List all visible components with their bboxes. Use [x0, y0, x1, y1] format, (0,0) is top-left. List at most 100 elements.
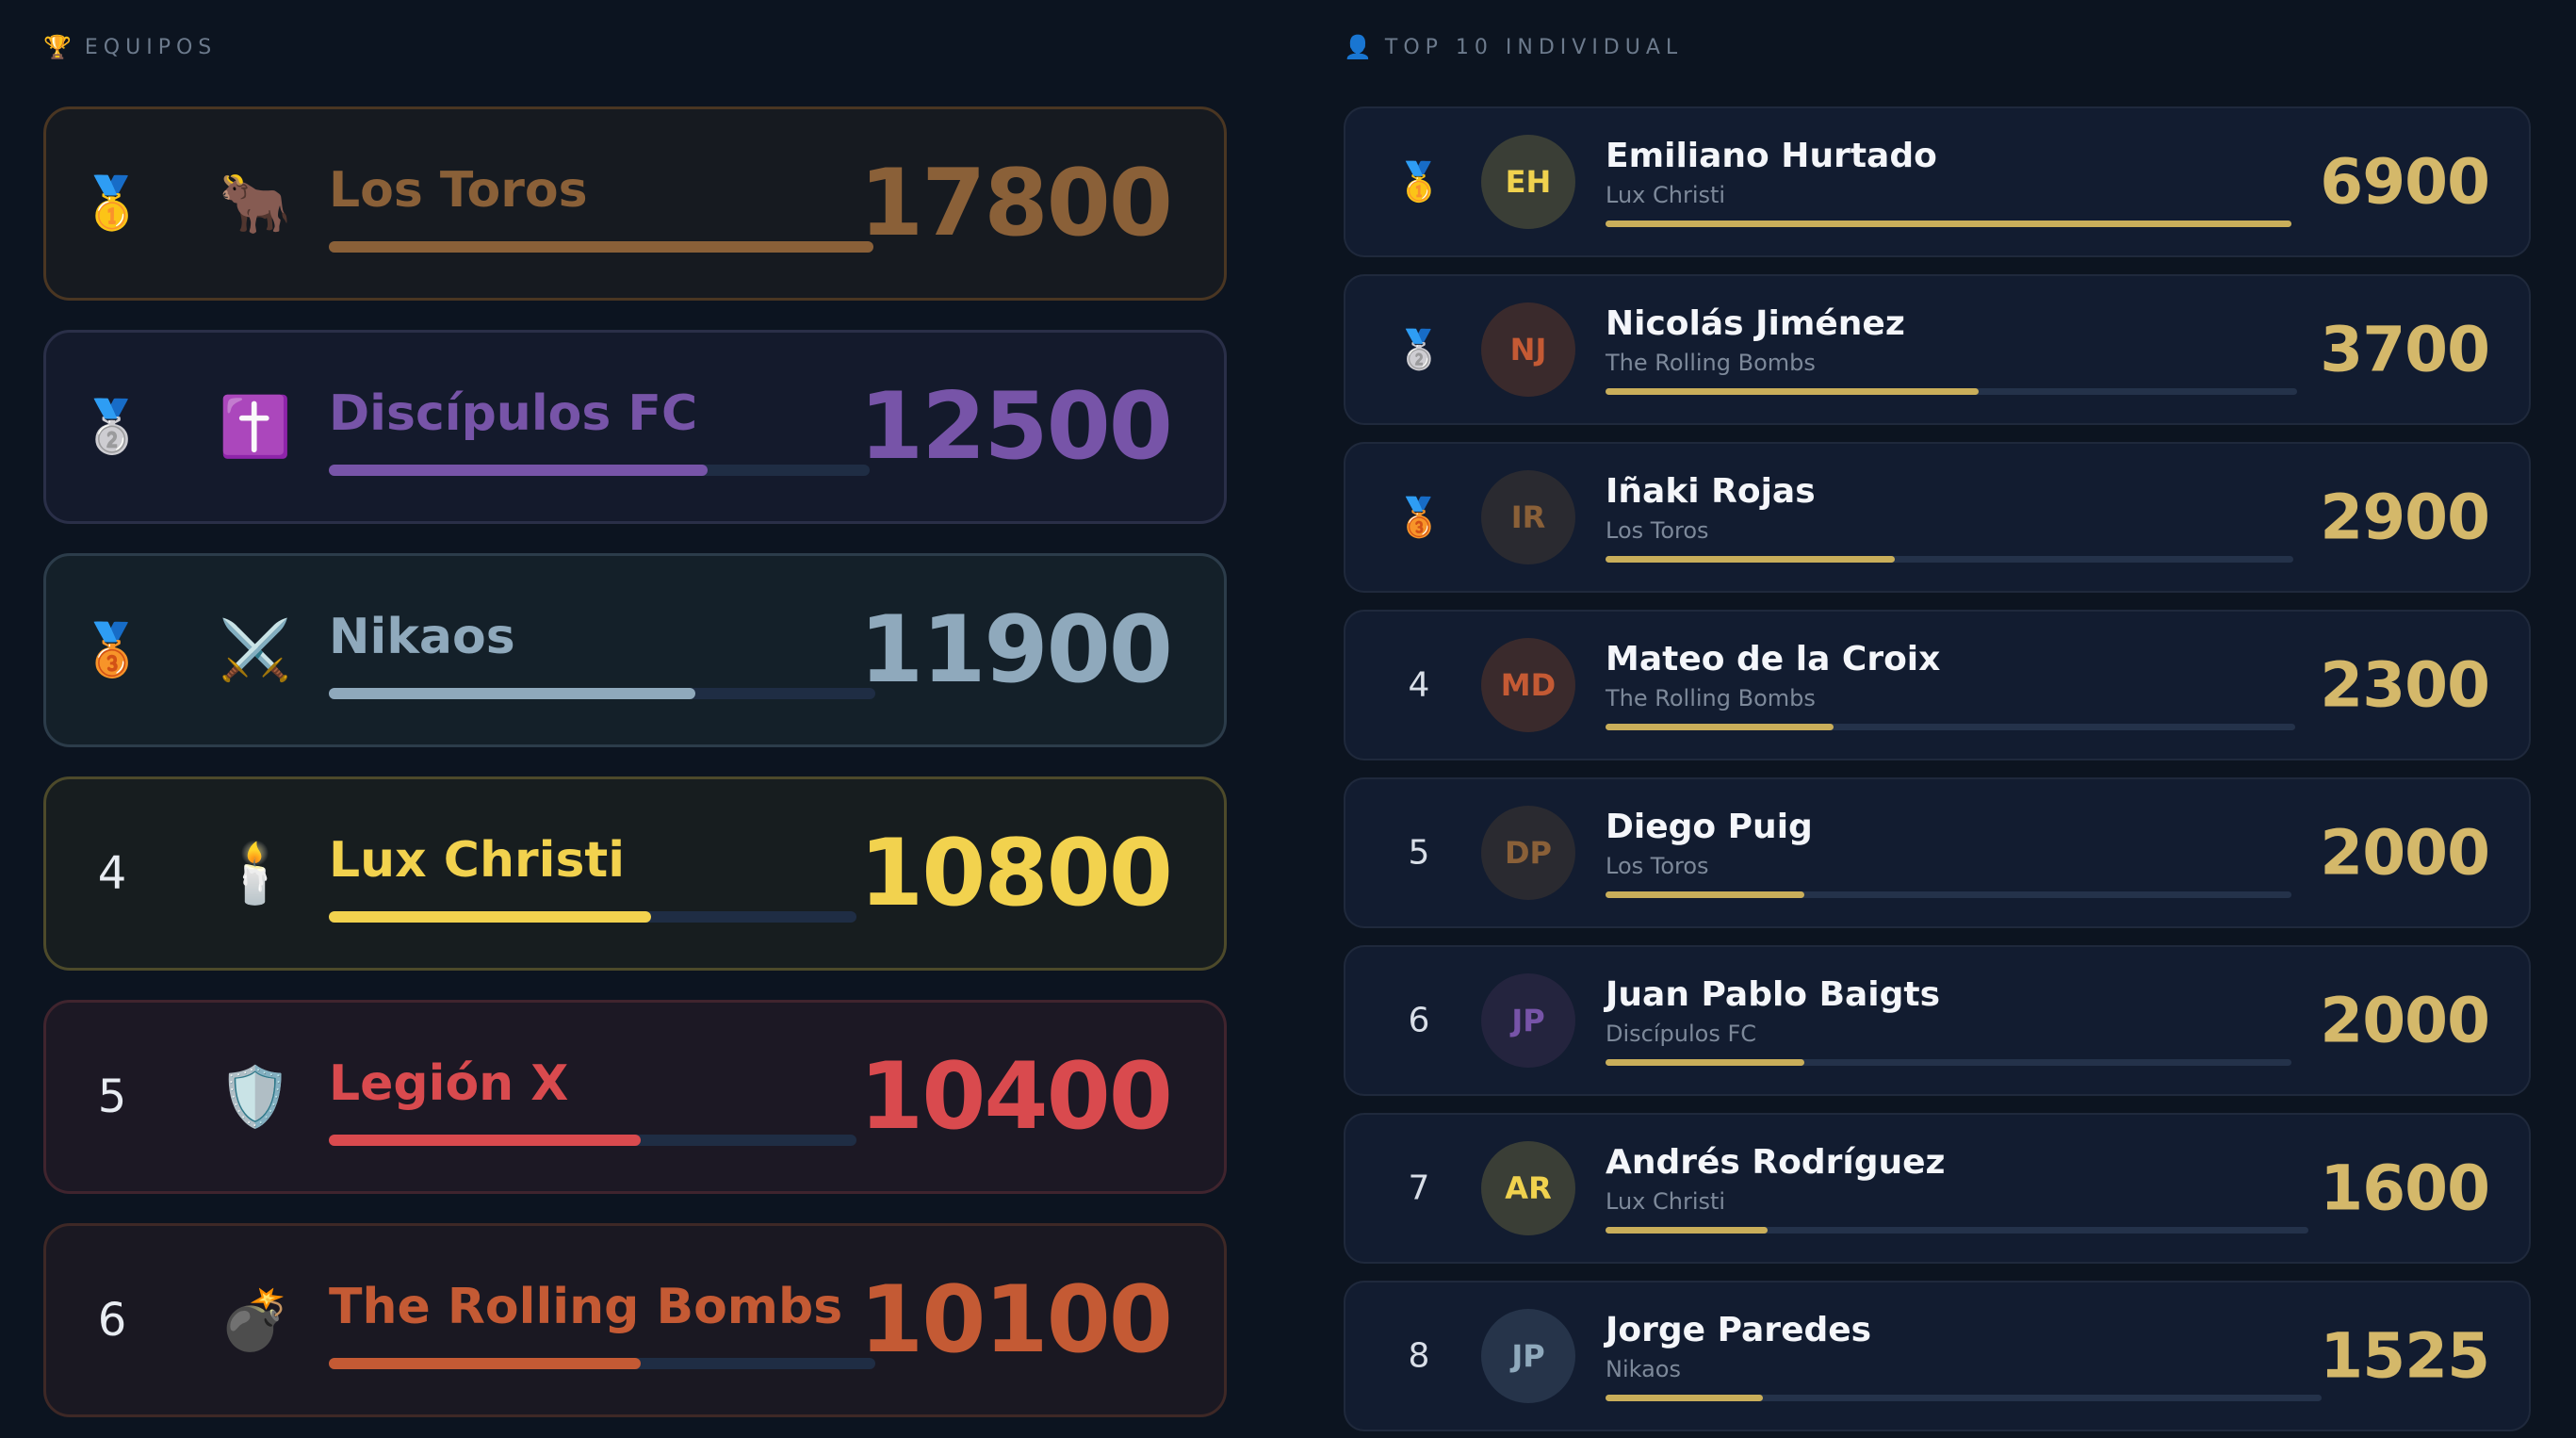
silver-medal-icon: 🥈 — [80, 397, 144, 456]
team-progress-fill — [329, 911, 651, 923]
player-progress-fill — [1606, 388, 1980, 395]
team-progress-bar — [329, 241, 873, 253]
team-name: Legión X — [329, 1055, 569, 1112]
player-progress-bar — [1606, 388, 2297, 395]
team-progress-fill — [329, 1358, 641, 1369]
team-progress-fill — [329, 465, 708, 476]
team-progress-bar — [329, 465, 871, 476]
player-score: 1600 — [2320, 1152, 2490, 1225]
silver-medal-icon: 🥈 — [1395, 328, 1443, 372]
team-card[interactable]: 4 🕯️ Lux Christi 10800 — [43, 776, 1227, 971]
shield-icon: 🛡️ — [219, 1062, 292, 1131]
gold-medal-icon: 🥇 — [80, 173, 144, 233]
bomb-icon: 💣 — [219, 1285, 292, 1354]
team-progress-bar — [329, 1135, 857, 1146]
team-rank: 5 — [97, 1070, 127, 1123]
player-card[interactable]: 🥇 EH Emiliano Hurtado Lux Christi 6900 — [1344, 106, 2531, 257]
team-rank: 6 — [97, 1294, 127, 1347]
team-progress-bar — [329, 911, 857, 923]
player-score: 6900 — [2320, 145, 2490, 219]
team-list: 🥇 🐂 Los Toros 17800 🥈 ✝️ Discípulos FC 12500 🥉 ⚔️… — [43, 106, 1231, 1438]
player-name: Mateo de la Croix — [1606, 640, 1941, 678]
player-team-name: Nikaos — [1606, 1356, 1681, 1382]
player-card[interactable]: 🥉 IR Iñaki Rojas Los Toros 2900 — [1344, 442, 2531, 593]
teams-section-header: 🏆 EQUIPOS — [43, 32, 217, 62]
team-progress-bar — [329, 1358, 875, 1369]
player-team-name: Los Toros — [1606, 517, 1709, 544]
player-score: 3700 — [2320, 313, 2490, 386]
player-team-name: Los Toros — [1606, 853, 1709, 879]
team-name: The Rolling Bombs — [329, 1279, 843, 1335]
player-list: 🥇 EH Emiliano Hurtado Lux Christi 6900 🥈 NJ Nic… — [1344, 106, 2531, 1438]
player-card[interactable]: 🥈 NJ Nicolás Jiménez The Rolling Bombs 3700 — [1344, 274, 2531, 425]
player-progress-fill — [1606, 1395, 1764, 1401]
team-progress-fill — [329, 241, 873, 253]
team-score: 10800 — [859, 820, 1173, 927]
player-card[interactable]: 4 MD Mateo de la Croix The Rolling Bombs 230… — [1344, 610, 2531, 760]
team-name: Los Toros — [329, 162, 588, 219]
candle-icon: 🕯️ — [219, 839, 292, 907]
player-score: 2900 — [2320, 481, 2490, 554]
player-card[interactable]: 8 JP Jorge Paredes Nikaos 1525 — [1344, 1281, 2531, 1431]
player-team-name: Lux Christi — [1606, 182, 1726, 208]
player-score: 1525 — [2320, 1319, 2490, 1393]
team-score: 17800 — [859, 150, 1173, 257]
player-progress-bar — [1606, 1059, 2291, 1066]
player-card[interactable]: 5 DP Diego Puig Los Toros 2000 — [1344, 777, 2531, 928]
player-card[interactable]: 7 AR Andrés Rodríguez Lux Christi 1600 — [1344, 1113, 2531, 1264]
avatar: AR — [1481, 1141, 1575, 1235]
player-team-name: The Rolling Bombs — [1606, 350, 1816, 376]
team-rank: 4 — [97, 847, 127, 900]
team-name: Discípulos FC — [329, 385, 698, 442]
bronze-medal-icon: 🥉 — [1395, 496, 1443, 540]
avatar: DP — [1481, 806, 1575, 900]
player-progress-fill — [1606, 724, 1834, 730]
team-card[interactable]: 🥇 🐂 Los Toros 17800 — [43, 106, 1227, 301]
player-rank: 5 — [1408, 833, 1430, 873]
player-progress-fill — [1606, 1059, 1805, 1066]
avatar: JP — [1481, 1309, 1575, 1403]
player-score: 2000 — [2320, 816, 2490, 890]
player-name: Iñaki Rojas — [1606, 472, 1816, 511]
top-individual-section-title: TOP 10 INDIVIDUAL — [1384, 35, 1684, 59]
ox-icon: 🐂 — [219, 169, 292, 237]
team-card[interactable]: 🥉 ⚔️ Nikaos 11900 — [43, 553, 1227, 747]
player-team-name: Discípulos FC — [1606, 1021, 1757, 1047]
player-progress-fill — [1606, 556, 1895, 563]
player-progress-fill — [1606, 891, 1805, 898]
team-score: 12500 — [859, 373, 1173, 481]
team-name: Nikaos — [329, 609, 515, 665]
player-progress-bar — [1606, 1395, 2322, 1401]
player-name: Nicolás Jiménez — [1606, 304, 1905, 343]
top-individual-section-header: 👤 TOP 10 INDIVIDUAL — [1344, 32, 1683, 62]
player-progress-bar — [1606, 891, 2291, 898]
gold-medal-icon: 🥇 — [1395, 160, 1443, 204]
avatar: MD — [1481, 638, 1575, 732]
team-card[interactable]: 5 🛡️ Legión X 10400 — [43, 1000, 1227, 1194]
team-card[interactable]: 6 💣 The Rolling Bombs 10100 — [43, 1223, 1227, 1417]
player-rank: 7 — [1408, 1168, 1430, 1208]
crossed-swords-icon: ⚔️ — [219, 615, 292, 684]
team-card[interactable]: 🥈 ✝️ Discípulos FC 12500 — [43, 330, 1227, 524]
player-team-name: Lux Christi — [1606, 1188, 1726, 1215]
team-progress-fill — [329, 688, 695, 699]
bronze-medal-icon: 🥉 — [80, 620, 144, 679]
player-progress-bar — [1606, 1227, 2308, 1234]
team-score: 10400 — [859, 1043, 1173, 1151]
trophy-icon: 🏆 — [43, 34, 72, 60]
player-team-name: The Rolling Bombs — [1606, 685, 1816, 711]
team-progress-fill — [329, 1135, 641, 1146]
player-rank: 4 — [1408, 665, 1430, 705]
teams-section-title: EQUIPOS — [84, 35, 218, 59]
avatar: IR — [1481, 470, 1575, 564]
team-score: 11900 — [859, 596, 1173, 704]
cross-icon: ✝️ — [219, 392, 292, 461]
player-name: Andrés Rodríguez — [1606, 1143, 1946, 1182]
team-progress-bar — [329, 688, 875, 699]
avatar: EH — [1481, 135, 1575, 229]
player-score: 2300 — [2320, 648, 2490, 722]
player-name: Diego Puig — [1606, 808, 1813, 846]
person-icon: 👤 — [1344, 34, 1372, 60]
player-card[interactable]: 6 JP Juan Pablo Baigts Discípulos FC 2000 — [1344, 945, 2531, 1096]
